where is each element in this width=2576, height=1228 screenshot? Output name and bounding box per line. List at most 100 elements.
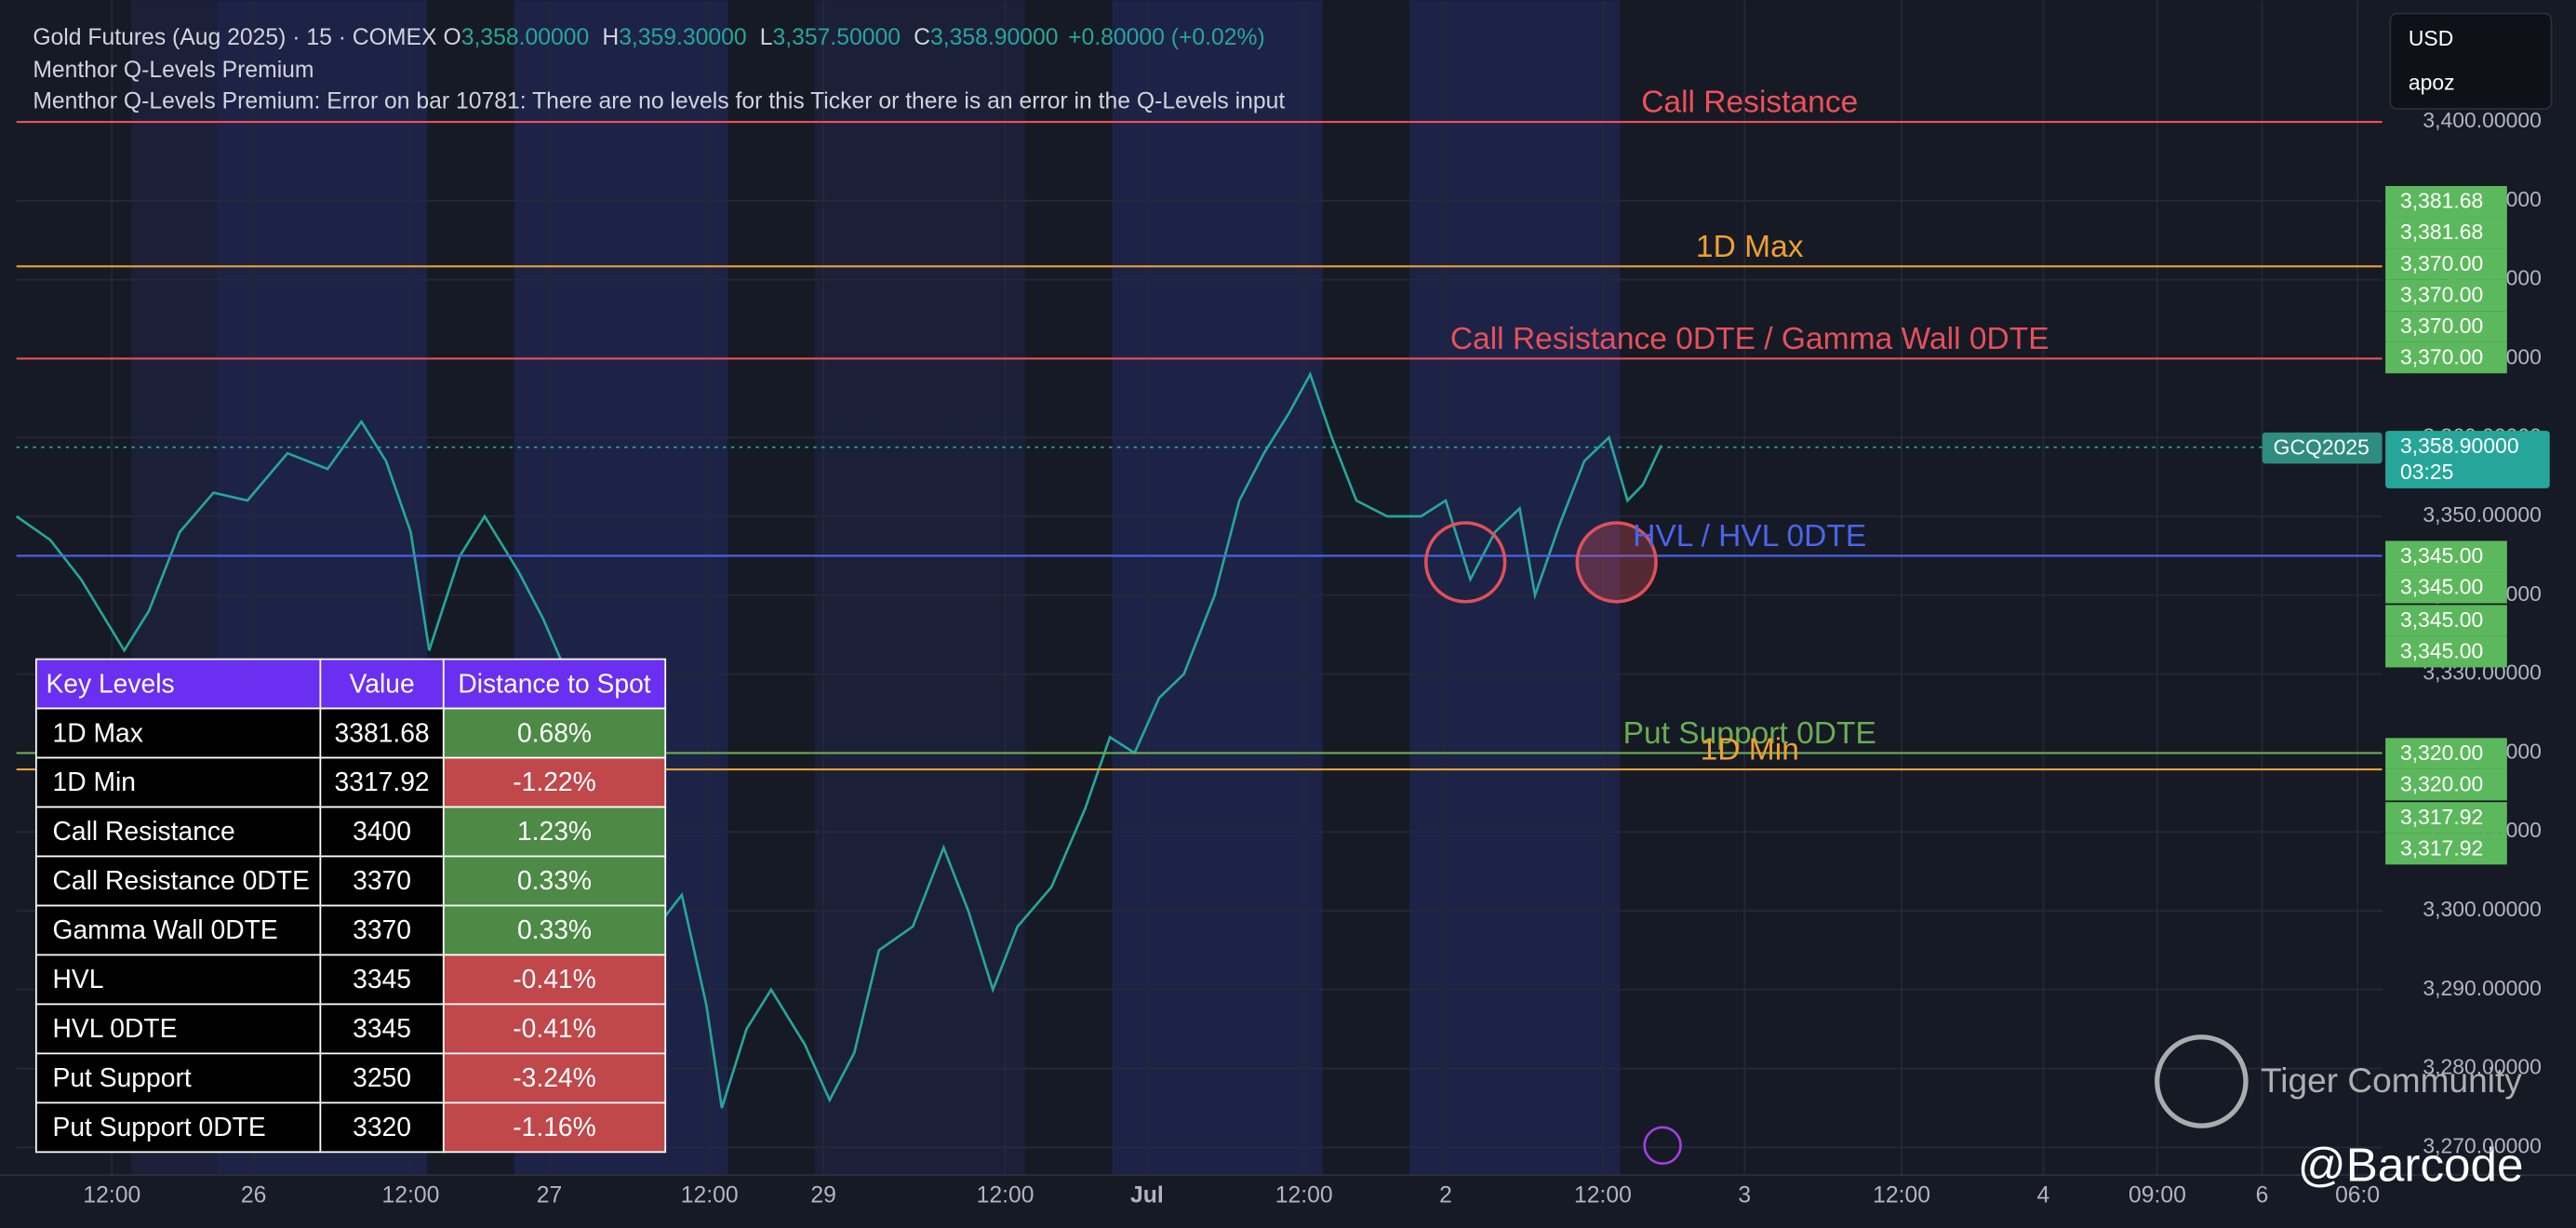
x-tick-label: Jul [1130,1183,1164,1208]
table-cell [319,855,445,907]
level-label: 1D Min [1701,732,1799,767]
level-price-tag [2385,605,2507,636]
watermark-handle: @Barcode [2298,1139,2524,1192]
level-label: 1D Max [1696,230,1804,264]
x-tick-label: 29 [810,1183,836,1208]
x-tick-label: 3 [1738,1183,1751,1208]
symbol-tag [2262,432,2382,464]
level-price-tag-text: 3,381.68 [2400,220,2483,244]
table-text: 3345 [353,964,411,994]
table-text: HVL [53,964,104,994]
table-text: Gamma Wall 0DTE [53,914,278,944]
x-tick-label: 4 [2037,1183,2050,1208]
table-cell [319,658,445,710]
table-text: 3320 [353,1112,411,1141]
x-tick-label: 12:00 [681,1183,739,1208]
x-tick-label: 09:00 [2129,1183,2186,1208]
table-cell [442,1101,667,1154]
table-text: 1D Max [53,717,143,747]
table-text: Key Levels [46,668,174,698]
logo [2155,1034,2249,1128]
level-price-tag [2385,635,2507,668]
level-price-tag [2385,248,2507,280]
menu-item[interactable]: apoz [2409,71,2455,95]
x-tick-label: 6 [2256,1183,2269,1208]
table-text: 3370 [353,865,411,895]
table-cell [442,806,667,858]
level-price-tag [2385,217,2507,249]
price-line [15,371,1663,1109]
level-price-tag-text: 3,317.92 [2400,835,2483,860]
ohlc-key: H [602,25,619,50]
level-label: Put Support 0DTE [1623,716,1876,751]
table-text: 3370 [353,914,411,944]
x-tick-label: 12:00 [83,1183,140,1208]
ohlc-key: O [444,25,461,50]
level-label: Call Resistance [1641,85,1858,119]
table-cell [34,855,322,907]
ohlc-key: L [760,25,773,50]
table-text: 3250 [353,1062,411,1092]
level-price-tag-text: 3,345.00 [2400,607,2483,632]
ohlc-value: 3,357.50000 [773,25,901,50]
y-tick-label: 3,350.00000 [2423,502,2542,527]
highlight-circle [1424,521,1507,604]
price-tag-timer: 03:25 [2400,460,2453,484]
y-tick-label: 3,270.00000 [2423,1133,2542,1157]
level-price-tag [2385,738,2507,769]
level-price-tag [2385,768,2507,801]
table-cell [442,756,667,808]
table-text: Value [350,668,415,698]
level-price-tag [2385,185,2507,218]
y-tick-label: 3,300.00000 [2423,897,2542,921]
x-tick-label: 12:00 [1574,1183,1632,1208]
table-text: 3317.92 [335,767,430,796]
x-tick-label: 12:00 [977,1183,1034,1208]
price-tag [2385,431,2550,488]
x-tick-label: 27 [537,1183,563,1208]
ohlc-value: 3,359.30000 [619,25,746,50]
menu[interactable] [2389,12,2553,110]
level-price-tag [2385,279,2507,312]
table-text: 0.33% [517,865,592,895]
x-tick-label: 06:0 [2335,1183,2380,1208]
level-price-tag-text: 3,345.00 [2400,575,2483,599]
table-text: Put Support 0DTE [53,1112,266,1141]
level-price-tag [2385,802,2507,834]
level-label: Call Resistance 0DTE / Gamma Wall 0DTE [1450,322,2049,356]
table-text: Put Support [53,1062,192,1092]
table-text: -1.16% [513,1112,596,1141]
ohlc-value: 3,358.00000 [461,25,589,50]
indicator-name: Menthor Q-Levels Premium [33,58,314,83]
table-cell [319,756,445,808]
table-text: Call Resistance 0DTE [53,865,310,895]
x-tick-label: 26 [241,1183,266,1208]
ohlc-key: C [914,25,930,50]
table-cell [319,1003,445,1055]
table-text: -0.41% [513,1013,596,1043]
highlight-circle [1575,521,1658,604]
table-cell [34,954,322,1006]
table-text: 1.23% [517,816,592,846]
table-cell [319,954,445,1006]
symbol: Gold Futures (Aug 2025) · 15 · COMEX [33,25,436,50]
table-cell [442,954,667,1006]
table-cell [319,1101,445,1154]
level-price-tag [2385,541,2507,572]
level-price-tag-text: 3,370.00 [2400,282,2483,306]
table-cell [442,855,667,907]
session-band [814,0,1025,1176]
level-price-tag [2385,571,2507,604]
price-tag-text: 3,358.90000 [2400,434,2519,458]
table-text: 3381.68 [335,717,430,747]
header-line: Gold Futures (Aug 2025) · 15 · COMEX O3,3… [33,25,1264,50]
level-price-tag [2385,833,2507,865]
table-cell [442,904,667,956]
table-text: 3345 [353,1013,411,1043]
menu-item[interactable]: USD [2409,26,2453,50]
level-price-tag-text: 3,320.00 [2400,772,2483,796]
alert-icon[interactable] [1643,1126,1682,1166]
level-label: HVL / HVL 0DTE [1633,519,1866,554]
